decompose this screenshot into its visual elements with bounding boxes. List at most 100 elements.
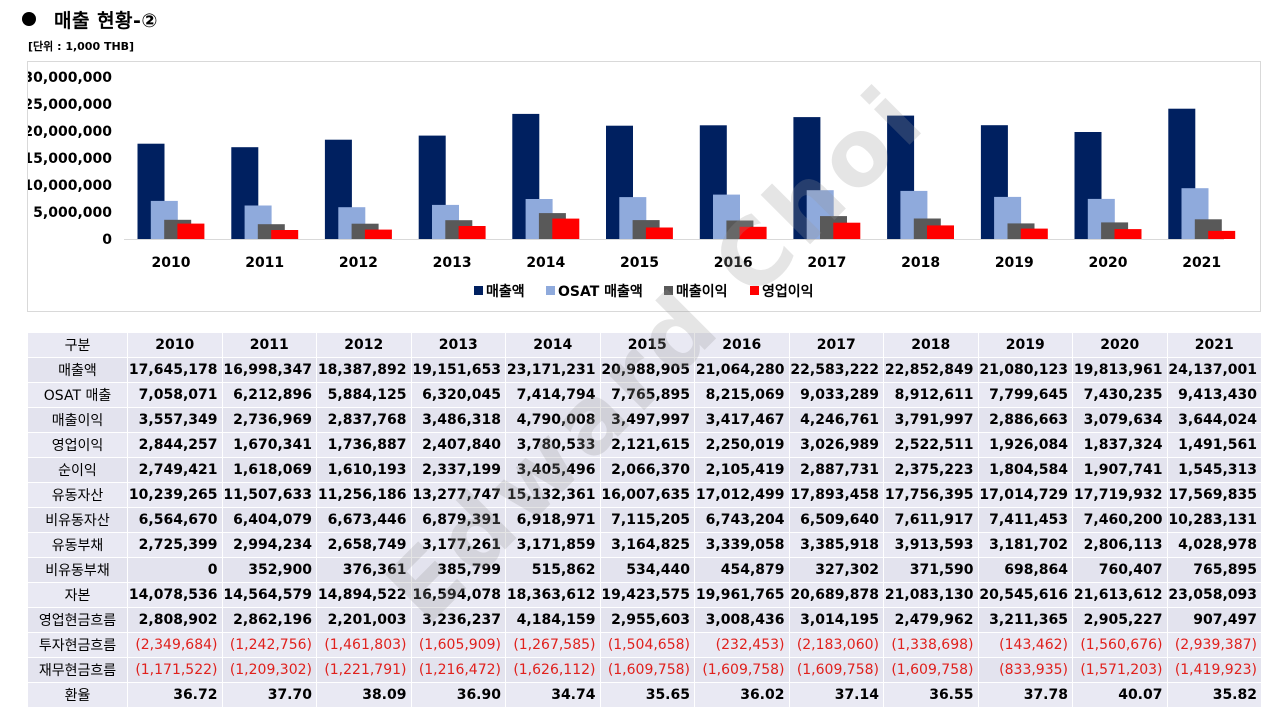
table-cell: 2,955,603 — [599, 607, 695, 633]
table-header-year: 2011 — [221, 332, 317, 358]
table-cell: 40.07 — [1072, 682, 1168, 708]
table-cell: 6,743,204 — [694, 507, 790, 533]
table-header-year: 2015 — [599, 332, 695, 358]
bar-2020-series-3 — [1114, 229, 1142, 239]
legend-swatch-3 — [750, 286, 759, 295]
table-cell: 0 — [127, 557, 223, 583]
row-label: 영업이익 — [27, 432, 128, 458]
table-cell: 3,417,467 — [694, 407, 790, 433]
x-tick-label: 2014 — [526, 255, 565, 271]
table-cell: 18,363,612 — [505, 582, 601, 608]
table-cell: 22,583,222 — [788, 357, 884, 383]
table-cell: 1,736,887 — [316, 432, 412, 458]
table-cell: 3,644,024 — [1166, 407, 1262, 433]
table-cell: (1,267,585) — [505, 632, 601, 658]
table-cell: 1,618,069 — [221, 457, 317, 483]
table-cell: 20,545,616 — [977, 582, 1073, 608]
table-cell: 22,852,849 — [883, 357, 979, 383]
table-cell: 7,799,645 — [977, 382, 1073, 408]
table-cell: 19,813,961 — [1072, 357, 1168, 383]
table-cell: 3,014,195 — [788, 607, 884, 633]
table-row: 자본 14,078,536 14,564,579 14,894,522 16,594,0… — [27, 582, 1262, 608]
table-cell: (1,605,909) — [410, 632, 506, 658]
x-tick-label: 2019 — [995, 255, 1034, 271]
table-cell: 9,033,289 — [788, 382, 884, 408]
x-tick-label: 2011 — [245, 255, 284, 271]
table-cell: 2,862,196 — [221, 607, 317, 633]
table-cell: 17,569,835 — [1166, 482, 1262, 508]
table-cell: (1,560,676) — [1072, 632, 1168, 658]
bar-2013-series-3 — [458, 226, 486, 239]
legend-swatch-0 — [474, 286, 483, 295]
table-cell: 35.65 — [599, 682, 695, 708]
table-cell: 14,894,522 — [316, 582, 412, 608]
table-cell: 8,912,611 — [883, 382, 979, 408]
table-cell: 3,177,261 — [410, 532, 506, 558]
table-cell: 2,121,615 — [599, 432, 695, 458]
table-cell: 10,283,131 — [1166, 507, 1262, 533]
table-cell: 1,926,084 — [977, 432, 1073, 458]
table-cell: 21,080,123 — [977, 357, 1073, 383]
table-header-year: 2021 — [1166, 332, 1262, 358]
table-cell: 14,078,536 — [127, 582, 223, 608]
table-row: 영업현금흐름 2,808,902 2,862,196 2,201,003 3,236,2… — [27, 607, 1262, 633]
table-cell: 7,765,895 — [599, 382, 695, 408]
row-label: 매출액 — [27, 357, 128, 383]
table-cell: 11,507,633 — [221, 482, 317, 508]
table-cell: 19,423,575 — [599, 582, 695, 608]
table-cell: 3,497,997 — [599, 407, 695, 433]
table-cell: 5,884,125 — [316, 382, 412, 408]
y-tick-label: 30,000,000 — [28, 70, 112, 86]
table-cell: 7,414,794 — [505, 382, 601, 408]
table-header-year: 2012 — [316, 332, 412, 358]
bar-2019-series-3 — [1020, 228, 1048, 239]
table-cell: 2,725,399 — [127, 532, 223, 558]
table-cell: 3,405,496 — [505, 457, 601, 483]
x-tick-label: 2013 — [433, 255, 472, 271]
bar-chart: 30,000,000 25,000,000 20,000,000 15,000,000… — [28, 70, 1236, 300]
x-tick-label: 2021 — [1182, 255, 1221, 271]
row-label: 재무현금흐름 — [27, 657, 128, 683]
table-cell: 14,564,579 — [221, 582, 317, 608]
table-row: 비유동부채 0 352,900 376,361 385,799 515,862 534,44… — [27, 557, 1262, 583]
table-cell: 3,385,918 — [788, 532, 884, 558]
table-cell: (2,183,060) — [788, 632, 884, 658]
row-label: 매출이익 — [27, 407, 128, 433]
table-cell: 17,014,729 — [977, 482, 1073, 508]
table-cell: 21,064,280 — [694, 357, 790, 383]
y-tick-label: 20,000,000 — [28, 124, 112, 140]
table-cell: 4,184,159 — [505, 607, 601, 633]
table-cell: 7,115,205 — [599, 507, 695, 533]
table-cell: 16,998,347 — [221, 357, 317, 383]
table-cell: (232,453) — [694, 632, 790, 658]
table-cell: 2,887,731 — [788, 457, 884, 483]
table-cell: 6,879,391 — [410, 507, 506, 533]
legend-swatch-2 — [664, 286, 673, 295]
table-cell: 2,837,768 — [316, 407, 412, 433]
table-cell: 8,215,069 — [694, 382, 790, 408]
legend-label-1: OSAT 매출액 — [558, 283, 643, 300]
table-cell: 37.70 — [221, 682, 317, 708]
row-label: 비유동부채 — [27, 557, 128, 583]
table-cell: 36.55 — [883, 682, 979, 708]
table-cell: 907,497 — [1166, 607, 1262, 633]
table-cell: 371,590 — [883, 557, 979, 583]
bar-2018-series-3 — [927, 225, 954, 239]
table-cell: 7,058,071 — [127, 382, 223, 408]
table-cell: 17,719,932 — [1072, 482, 1168, 508]
table-cell: 2,479,962 — [883, 607, 979, 633]
table-cell: 3,079,634 — [1072, 407, 1168, 433]
table-cell: 2,806,113 — [1072, 532, 1168, 558]
table-cell: 24,137,001 — [1166, 357, 1262, 383]
table-cell: (833,935) — [977, 657, 1073, 683]
row-label: 유동자산 — [27, 482, 128, 508]
table-cell: (1,171,522) — [127, 657, 223, 683]
x-tick-label: 2017 — [807, 255, 846, 271]
bar-2015-series-3 — [645, 227, 673, 239]
table-cell: (1,338,698) — [883, 632, 979, 658]
table-header-year: 2013 — [410, 332, 506, 358]
table-cell: 3,211,365 — [977, 607, 1073, 633]
table-cell: 7,460,200 — [1072, 507, 1168, 533]
table-cell: 23,058,093 — [1166, 582, 1262, 608]
table-cell: 1,837,324 — [1072, 432, 1168, 458]
